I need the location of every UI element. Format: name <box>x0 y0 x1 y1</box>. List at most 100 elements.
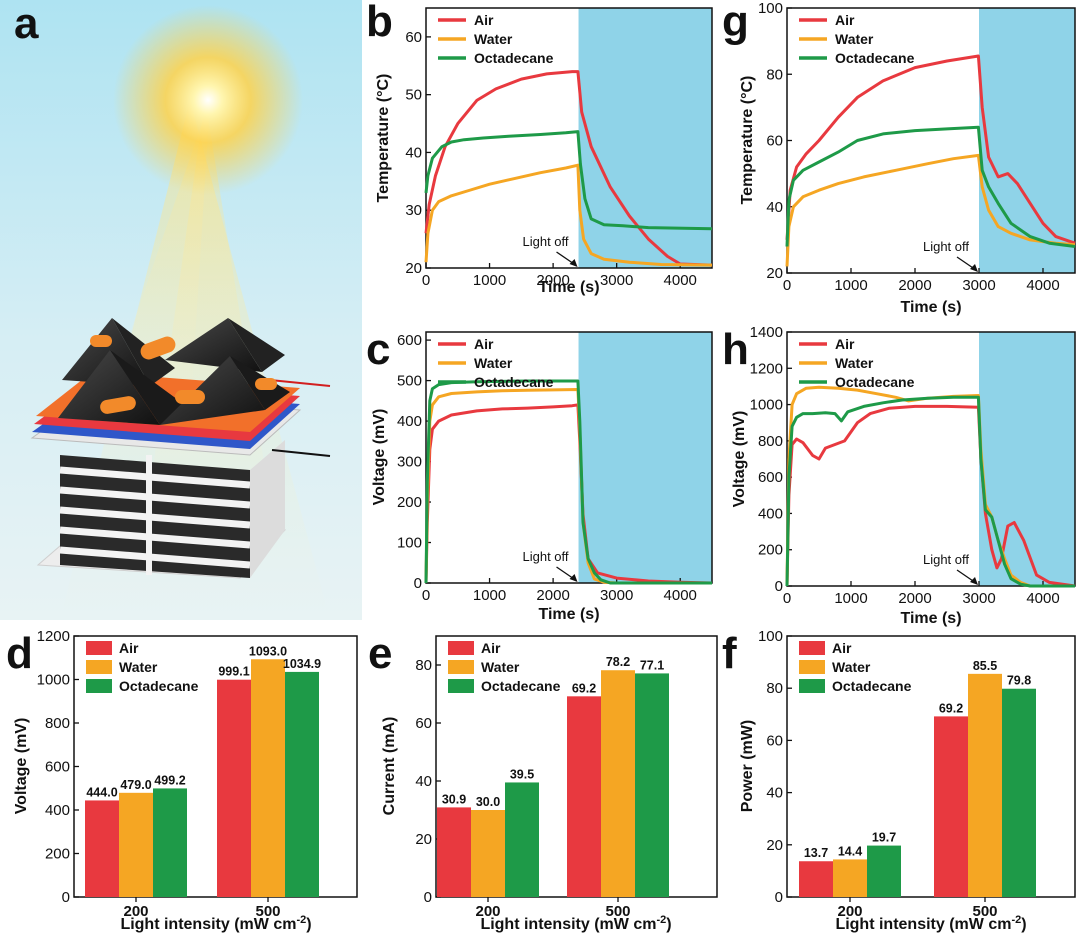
series-line-octadecane <box>785 125 1076 248</box>
bar-water-200 <box>119 792 153 897</box>
bar-octadecane-200 <box>153 788 187 897</box>
x-tick-label: 4000 <box>664 272 697 289</box>
bar-value-label: 85.5 <box>973 659 997 673</box>
chart-f: 0 20 40 60 80 100 Power (mW) f 200 13.7 14.4 19.7 50… <box>722 628 1076 933</box>
bar-value-label: 30.0 <box>476 795 500 809</box>
y-axis-label: Voltage (mV) <box>731 411 748 508</box>
black-wire <box>271 449 331 457</box>
y-tick-label: 0 <box>775 889 783 906</box>
y-tick-label: 60 <box>405 29 422 46</box>
y-tick-label: 800 <box>758 433 783 450</box>
y-tick-label: 60 <box>415 715 432 732</box>
x-tick-label: 2000 <box>536 272 569 289</box>
bar-value-label: 39.5 <box>510 767 534 781</box>
sun-icon <box>113 5 303 195</box>
y-tick-label: 200 <box>397 494 422 511</box>
y-tick-label: 800 <box>45 715 70 732</box>
bar-air-200 <box>799 861 833 897</box>
light-off-annotation: Light off <box>923 552 969 567</box>
x-axis-label: Light intensity (mW cm-2) <box>480 914 671 933</box>
y-tick-label: 300 <box>397 454 422 471</box>
legend-label-air: Air <box>119 640 139 656</box>
x-tick-label: 500 <box>972 903 997 920</box>
y-tick-label: 20 <box>766 837 783 854</box>
y-axis-label: Current (mA) <box>381 717 398 816</box>
y-tick-label: 100 <box>758 628 783 645</box>
bar-value-label: 77.1 <box>640 658 664 672</box>
x-tick-label: 2000 <box>536 587 569 604</box>
x-tick-label: 1000 <box>834 590 867 607</box>
y-tick-label: 1200 <box>37 628 70 645</box>
series-line-air <box>785 404 1076 588</box>
legend-swatch-octadecane <box>448 679 474 693</box>
bar-octadecane-200 <box>867 845 901 897</box>
chart-h: 0 200 400 600 800 1000 1200 1400 Voltage (mV) h 0 1… <box>722 324 1076 627</box>
bar-octadecane-200 <box>505 782 539 897</box>
x-tick-label: 1000 <box>834 277 867 294</box>
y-tick-label: 100 <box>758 0 783 17</box>
y-tick-label: 40 <box>766 199 783 216</box>
bar-water-500 <box>968 673 1002 897</box>
x-tick-label: 3000 <box>962 590 995 607</box>
legend-swatch-octadecane <box>799 679 825 693</box>
bar-value-label: 1093.0 <box>249 644 287 658</box>
y-tick-label: 600 <box>45 759 70 776</box>
chart-e: 0 20 40 60 80 Current (mA) e 200 30.9 30.0 39.5 500… <box>368 629 718 933</box>
series-line-octadecane <box>424 130 713 231</box>
legend-swatch-air <box>448 641 474 655</box>
y-tick-label: 1400 <box>750 324 783 341</box>
series-line-octadecane <box>785 395 1075 588</box>
x-tick-label: 3000 <box>962 277 995 294</box>
y-tick-label: 80 <box>766 680 783 697</box>
y-tick-label: 20 <box>766 265 783 282</box>
bar-value-label: 999.1 <box>218 665 249 679</box>
light-off-arrowhead <box>970 264 978 272</box>
light-off-arrowhead <box>970 577 978 585</box>
pyramid-array <box>58 318 290 425</box>
x-tick-label: 2000 <box>898 277 931 294</box>
panel-letter-c: c <box>366 325 390 374</box>
light-off-arrowhead <box>569 259 578 267</box>
series-line-air <box>785 54 1076 245</box>
bar-value-label: 1034.9 <box>283 657 321 671</box>
bar-air-500 <box>217 679 251 897</box>
legend-label-octadecane: Octadecane <box>835 374 915 390</box>
bar-octadecane-500 <box>1002 688 1036 897</box>
y-tick-label: 20 <box>405 260 422 277</box>
y-tick-label: 50 <box>405 87 422 104</box>
light-off-region <box>979 332 1075 586</box>
bar-value-label: 79.8 <box>1007 674 1031 688</box>
chart-c: 0 100 200 300 400 500 600 Voltage (mV) c 0 1000 200… <box>366 325 713 623</box>
legend-label-water: Water <box>832 659 871 675</box>
legend-label-air: Air <box>474 12 494 28</box>
y-tick-label: 80 <box>766 66 783 83</box>
y-tick-label: 0 <box>414 575 422 592</box>
legend-swatch-air <box>799 641 825 655</box>
y-tick-label: 60 <box>766 732 783 749</box>
x-tick-label: 3000 <box>600 272 633 289</box>
legend-label-octadecane: Octadecane <box>474 50 554 66</box>
y-tick-label: 0 <box>775 578 783 595</box>
x-tick-label: 3000 <box>600 587 633 604</box>
x-tick-label: 4000 <box>1026 590 1059 607</box>
y-tick-label: 40 <box>766 785 783 802</box>
panel-letter-g: g <box>722 0 749 46</box>
bar-air-500 <box>567 696 601 897</box>
bar-water-200 <box>471 810 505 897</box>
plot-frame <box>425 7 713 269</box>
chart-b: 20 30 40 50 60 Temperature (°C) b 0 1000 2000 3000… <box>366 0 713 296</box>
x-axis-label: Time (s) <box>900 610 961 627</box>
legend-label-air: Air <box>835 336 855 352</box>
bar-value-label: 19.7 <box>872 831 896 845</box>
x-tick-label: 4000 <box>1026 277 1059 294</box>
x-tick-label: 2000 <box>898 590 931 607</box>
y-tick-label: 400 <box>45 802 70 819</box>
legend-label-water: Water <box>481 659 520 675</box>
y-tick-label: 400 <box>758 505 783 522</box>
bar-value-label: 479.0 <box>120 778 151 792</box>
bar-water-500 <box>601 670 635 897</box>
bar-value-label: 78.2 <box>606 655 630 669</box>
y-tick-label: 600 <box>758 469 783 486</box>
